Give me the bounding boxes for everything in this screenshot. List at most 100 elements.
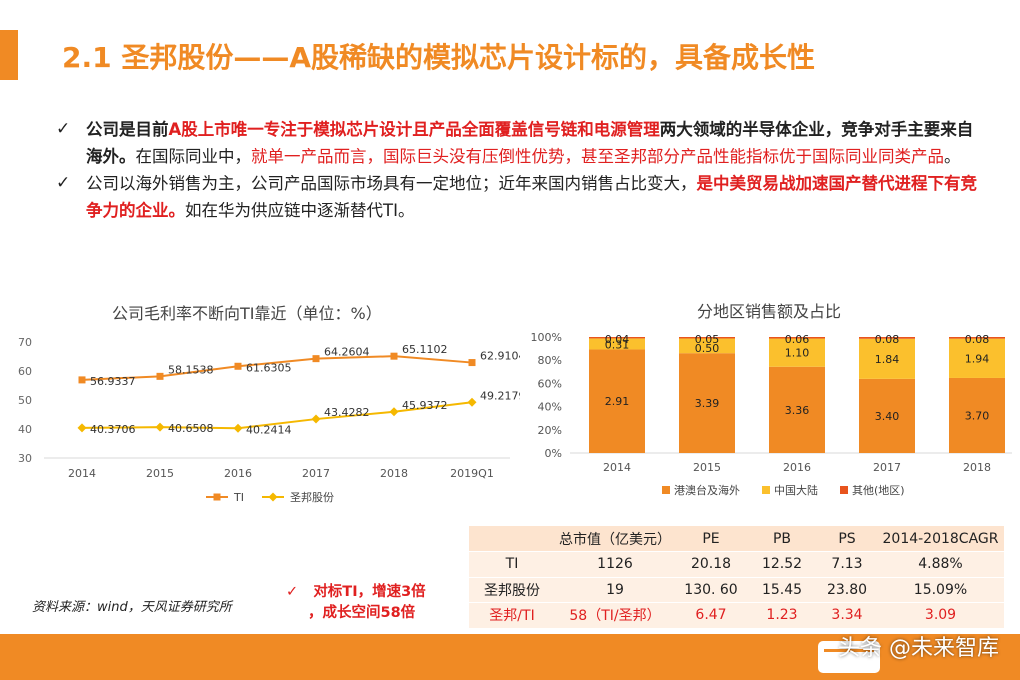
x-tick-label: 2014 <box>68 467 96 480</box>
table-cell: 19 <box>555 577 675 603</box>
bar-segment <box>769 337 825 339</box>
y-tick-label: 30 <box>18 452 32 465</box>
table-cell: 1126 <box>555 551 675 578</box>
bar-segment <box>679 353 735 453</box>
table-cell: 20.18 <box>675 551 747 578</box>
table-cell: 圣邦/TI <box>469 602 555 629</box>
valuation-table: 总市值（亿美元） PE PB PS 2014-2018CAGR TI 1126 … <box>469 526 1004 629</box>
legend-swatch <box>662 486 670 494</box>
bullet-list: ✓ 公司是目前A股上市唯一专注于模拟芯片设计且产品全面覆盖信号链和电源管理两大领… <box>56 116 986 224</box>
data-label: 45.9372 <box>402 399 448 412</box>
table-row: 圣邦股份 19 130. 60 15.45 23.80 15.09% <box>469 577 1004 603</box>
bar-segment <box>679 337 735 339</box>
legend-label-ti: TI <box>233 491 244 504</box>
data-label: 3.40 <box>875 410 900 423</box>
title-accent-bar <box>0 30 18 80</box>
x-tick-label: 2016 <box>224 467 252 480</box>
table-cell: PS <box>817 526 877 552</box>
bullet-1-text-a: 公司是目前 <box>86 120 169 139</box>
legend-label: 港澳台及海外 <box>674 483 740 497</box>
data-label: 0.08 <box>965 333 990 346</box>
data-point <box>390 352 398 360</box>
bar-segment <box>949 338 1005 378</box>
legend-swatch <box>762 486 770 494</box>
check-icon: ✓ <box>56 119 71 139</box>
watermark: 头条 @未来智库 <box>838 636 999 661</box>
bar-segment <box>589 338 645 350</box>
data-label: 2.91 <box>605 395 630 408</box>
x-tick-label: 2015 <box>693 461 721 474</box>
callout-note: ✓ 对标TI，增速3倍 ，成长空间58倍 <box>286 582 426 624</box>
x-tick-label: 2018 <box>380 467 408 480</box>
data-point <box>155 422 165 432</box>
table-cell: 3.34 <box>817 602 877 629</box>
data-point <box>234 362 242 370</box>
table-cell: 6.47 <box>675 602 747 629</box>
bullet-2-text-b: 是中美贸易战加速国产替代进程下有竞争力的企业。 <box>86 174 977 220</box>
table-row: TI 1126 20.18 12.52 7.13 4.88% <box>469 551 1004 578</box>
table-cell: 58（TI/圣邦） <box>555 602 675 629</box>
bar-segment <box>949 337 1005 339</box>
data-label: 49.2179 <box>480 389 520 402</box>
logo-stripe <box>824 649 874 652</box>
x-tick-label: 2018 <box>963 461 991 474</box>
data-label: 40.3706 <box>90 423 136 436</box>
bullet-2-text-a: 公司以海外销售为主，公司产品国际市场具有一定地位；近年来国内销售占比变大， <box>86 174 697 193</box>
table-cell: TI <box>469 551 555 578</box>
legend-label-sgmicro: 圣邦股份 <box>290 491 334 504</box>
data-label: 0.50 <box>695 342 720 355</box>
table-cell <box>469 526 555 552</box>
check-icon: ✓ <box>286 584 299 600</box>
bar-segment <box>589 349 645 453</box>
line-chart: 30 40 50 60 70 2014 2015 2016 2017 2018 2019Q1 56.9… <box>18 336 520 504</box>
table-cell: PE <box>675 526 747 552</box>
bullet-1-text-c: 两大领域的半导体企业，竞争对手主要来自海外。 <box>86 120 974 166</box>
bullet-item-2: ✓ 公司以海外销售为主，公司产品国际市场具有一定地位；近年来国内销售占比变大，是… <box>56 170 986 224</box>
line-chart-title: 公司毛利率不断向TI靠近（单位：%） <box>112 304 382 323</box>
data-point <box>156 372 164 380</box>
data-label: 0.31 <box>605 338 630 351</box>
series-line-sgmicro <box>81 401 473 430</box>
bar-chart-title: 分地区销售额及占比 <box>697 302 842 321</box>
footer-logo <box>818 641 880 673</box>
bullet-1-text-e: 就单一产品而言，国际巨头没有压倒性优势，甚至圣邦部分产品性能指标优于国际同业同类… <box>251 147 944 166</box>
callout-line-1: ✓ 对标TI，增速3倍 <box>286 582 426 603</box>
legend-marker-sgmicro <box>268 492 278 502</box>
data-label: 1.10 <box>785 347 810 360</box>
table-cell: 1.23 <box>747 602 817 629</box>
bar-segment <box>679 338 735 354</box>
table-cell: 3.09 <box>877 602 1004 629</box>
x-tick-label: 2019Q1 <box>450 467 494 480</box>
data-point <box>311 414 321 424</box>
data-label: 1.84 <box>875 353 900 366</box>
x-tick-label: 2016 <box>783 461 811 474</box>
legend-label: 其他(地区) <box>852 484 905 497</box>
data-label: 1.94 <box>965 352 990 365</box>
bar-segment <box>949 377 1005 453</box>
table-cell: 圣邦股份 <box>469 577 555 603</box>
data-point <box>467 397 477 407</box>
data-label: 43.4282 <box>324 406 370 419</box>
bullet-1-text-d: 在国际同业中， <box>135 147 252 166</box>
legend-label: 中国大陆 <box>774 483 818 497</box>
table-row-highlight: 圣邦/TI 58（TI/圣邦） 6.47 1.23 3.34 3.09 <box>469 602 1004 629</box>
bullet-item-1: ✓ 公司是目前A股上市唯一专注于模拟芯片设计且产品全面覆盖信号链和电源管理两大领… <box>56 116 986 170</box>
data-label: 0.08 <box>875 333 900 346</box>
table-cell: 2014-2018CAGR <box>877 526 1004 552</box>
table-cell: 4.88% <box>877 551 1004 578</box>
data-label: 3.39 <box>695 397 720 410</box>
bullet-1-text-b: A股上市唯一专注于模拟芯片设计且产品全面覆盖信号链和电源管理 <box>168 120 660 139</box>
check-icon: ✓ <box>56 173 71 193</box>
data-label: 64.2604 <box>324 346 370 359</box>
page-title: 2.1 圣邦股份——A股稀缺的模拟芯片设计标的，具备成长性 <box>62 41 816 74</box>
data-label: 0.06 <box>785 333 810 346</box>
x-tick-label: 2017 <box>873 461 901 474</box>
data-label: 3.70 <box>965 409 990 422</box>
table-cell: 7.13 <box>817 551 877 578</box>
bar-chart: 0% 20% 40% 60% 80% 100% 2.91 0.310.04 2014 3.39 0.… <box>531 331 1012 497</box>
data-point <box>233 423 243 433</box>
y-tick-label: 60 <box>18 365 32 378</box>
y-tick-label: 40 <box>18 423 32 436</box>
table-cell: 15.09% <box>877 577 1004 603</box>
